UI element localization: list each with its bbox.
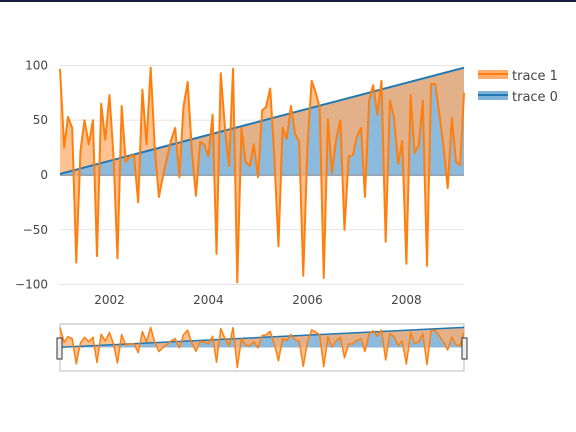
legend-item-trace-0[interactable]: trace 0 [478, 90, 558, 105]
trace-1-line [59, 66, 465, 284]
series-layer [59, 66, 465, 284]
legend-label-trace-1: trace 1 [512, 69, 558, 84]
window-top-border [0, 0, 576, 2]
y-tick-label-3: 50 [33, 113, 48, 127]
range-slider-left-handle[interactable] [56, 337, 63, 360]
mini-trace-1-line [59, 326, 465, 369]
legend-label-trace-0: trace 0 [512, 90, 558, 105]
x-tick-label-2: 2006 [292, 293, 323, 307]
legend-item-trace-1[interactable]: trace 1 [478, 69, 558, 84]
range-slider-right-handle[interactable] [461, 337, 468, 360]
y-tick-label-2: 0 [40, 168, 48, 182]
y-tick-label-0: −100 [15, 278, 48, 292]
legend[interactable]: trace 1 trace 0 [478, 69, 558, 105]
range-slider[interactable] [56, 323, 468, 372]
x-axis-tick-labels: 2002 2004 2006 2008 [94, 293, 421, 307]
mini-trace-1-fill [60, 327, 464, 368]
x-tick-label-1: 2004 [193, 293, 224, 307]
x-tick-label-3: 2008 [391, 293, 422, 307]
range-slider-series [59, 326, 465, 369]
trace-1-fill [60, 67, 464, 283]
y-tick-label-1: −50 [23, 223, 48, 237]
x-tick-label-0: 2002 [94, 293, 125, 307]
y-tick-label-4: 100 [25, 58, 48, 72]
y-axis-tick-labels: −100 −50 0 50 100 [15, 58, 48, 291]
